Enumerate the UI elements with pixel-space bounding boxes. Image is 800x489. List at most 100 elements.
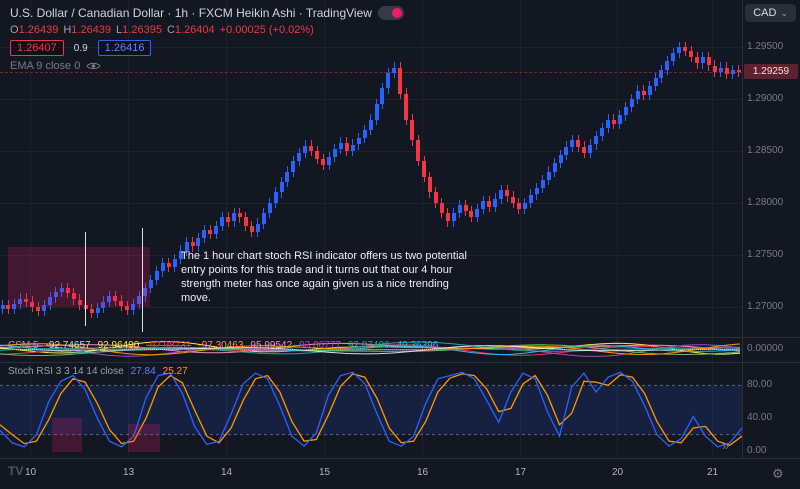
candle-body[interactable] [677,46,682,53]
candle-body[interactable] [255,223,260,232]
candle-body[interactable] [208,229,213,234]
candle-body[interactable] [516,202,521,209]
candle-body[interactable] [303,145,308,153]
gear-icon[interactable]: ⚙ [772,466,784,481]
candle-body[interactable] [546,171,551,180]
candle-body[interactable] [6,304,11,309]
candle-body[interactable] [671,53,676,62]
candle-body[interactable] [493,198,498,207]
candle-body[interactable] [285,171,290,182]
candle-body[interactable] [172,259,177,268]
candle-body[interactable] [30,301,35,307]
candle-body[interactable] [77,299,82,305]
candle-body[interactable] [653,78,658,87]
candle-body[interactable] [344,142,349,151]
candle-body[interactable] [267,202,272,214]
candle-body[interactable] [641,90,646,95]
candle-body[interactable] [309,145,314,151]
time-axis-label[interactable]: 10 [25,467,37,478]
candle-body[interactable] [297,152,302,162]
candle-body[interactable] [184,242,189,251]
time-axis-label[interactable]: 17 [515,467,527,478]
pane-divider-stoch[interactable] [0,362,800,363]
candle-body[interactable] [148,279,153,289]
candle-body[interactable] [451,213,456,222]
candle-body[interactable] [368,119,373,130]
time-axis-label[interactable]: 16 [417,467,429,478]
time-axis-label[interactable]: 15 [319,467,331,478]
candle-body[interactable] [457,204,462,214]
candle-body[interactable] [24,298,29,302]
candle-body[interactable] [439,202,444,214]
candle-body[interactable] [166,263,171,268]
candle-body[interactable] [42,304,47,311]
candle-body[interactable] [131,303,136,310]
candle-body[interactable] [404,93,409,120]
candle-body[interactable] [582,146,587,153]
eye-icon[interactable] [86,61,101,71]
last-price-badge[interactable]: 1.29259 [744,64,798,79]
candle-body[interactable] [178,250,183,259]
candle-body[interactable] [700,57,705,64]
candle-body[interactable] [143,288,147,297]
legend-toggle[interactable] [377,6,404,20]
candle-body[interactable] [475,209,480,218]
candle-body[interactable] [89,308,94,314]
candle-body[interactable] [190,242,195,247]
candle-body[interactable] [564,146,569,155]
pane-divider-csm[interactable] [0,337,800,338]
candle-body[interactable] [617,115,622,124]
currency-button[interactable]: CAD ⌄ [745,4,796,22]
candle-body[interactable] [730,69,735,74]
candle-body[interactable] [232,213,236,222]
candle-body[interactable] [160,263,165,272]
candle-body[interactable] [558,155,563,164]
candle-body[interactable] [0,304,5,309]
candle-body[interactable] [214,225,219,234]
pane-collapse-icon[interactable]: » [722,438,730,453]
candle-body[interactable] [137,296,141,304]
candle-body[interactable] [398,67,403,94]
candle-body[interactable] [647,86,652,95]
symbol-title[interactable]: U.S. Dollar / Canadian Dollar · 1h · FXC… [10,6,372,20]
candle-body[interactable] [392,67,397,73]
time-axis-label[interactable]: 21 [707,467,719,478]
candle-body[interactable] [588,144,593,153]
candle-body[interactable] [416,140,420,162]
candle-body[interactable] [338,142,343,149]
candle-body[interactable] [623,107,628,116]
candle-body[interactable] [36,306,41,311]
candle-body[interactable] [321,159,325,166]
candle-body[interactable] [356,138,361,145]
candle-body[interactable] [712,65,717,72]
candle-body[interactable] [315,150,320,160]
bid-price-box[interactable]: 1.26407 [10,40,64,56]
candle-body[interactable] [683,46,688,51]
candle-body[interactable] [113,296,118,301]
candle-body[interactable] [119,300,124,306]
stoch-highlight-box[interactable] [52,418,82,452]
candle-body[interactable] [505,190,510,197]
candle-body[interactable] [695,57,699,64]
candle-body[interactable] [499,190,504,199]
candle-body[interactable] [107,296,112,302]
candle-body[interactable] [48,297,52,305]
candle-body[interactable] [226,217,231,222]
candle-body[interactable] [611,119,616,124]
candle-body[interactable] [53,292,58,298]
candle-body[interactable] [487,200,492,207]
candle-body[interactable] [154,271,159,280]
candle-body[interactable] [481,200,486,209]
candle-body[interactable] [95,307,100,313]
ask-price-box[interactable]: 1.26416 [97,40,152,56]
candle-body[interactable] [528,194,533,203]
candle-body[interactable] [522,202,527,209]
candle-body[interactable] [570,140,575,147]
candle-body[interactable] [706,57,711,66]
candle-body[interactable] [237,213,242,218]
candle-body[interactable] [273,192,278,203]
candle-body[interactable] [724,67,729,74]
candle-body[interactable] [291,161,296,172]
candle-body[interactable] [576,140,581,147]
stoch-title[interactable]: Stoch RSI 3 3 14 14 close [8,366,124,377]
